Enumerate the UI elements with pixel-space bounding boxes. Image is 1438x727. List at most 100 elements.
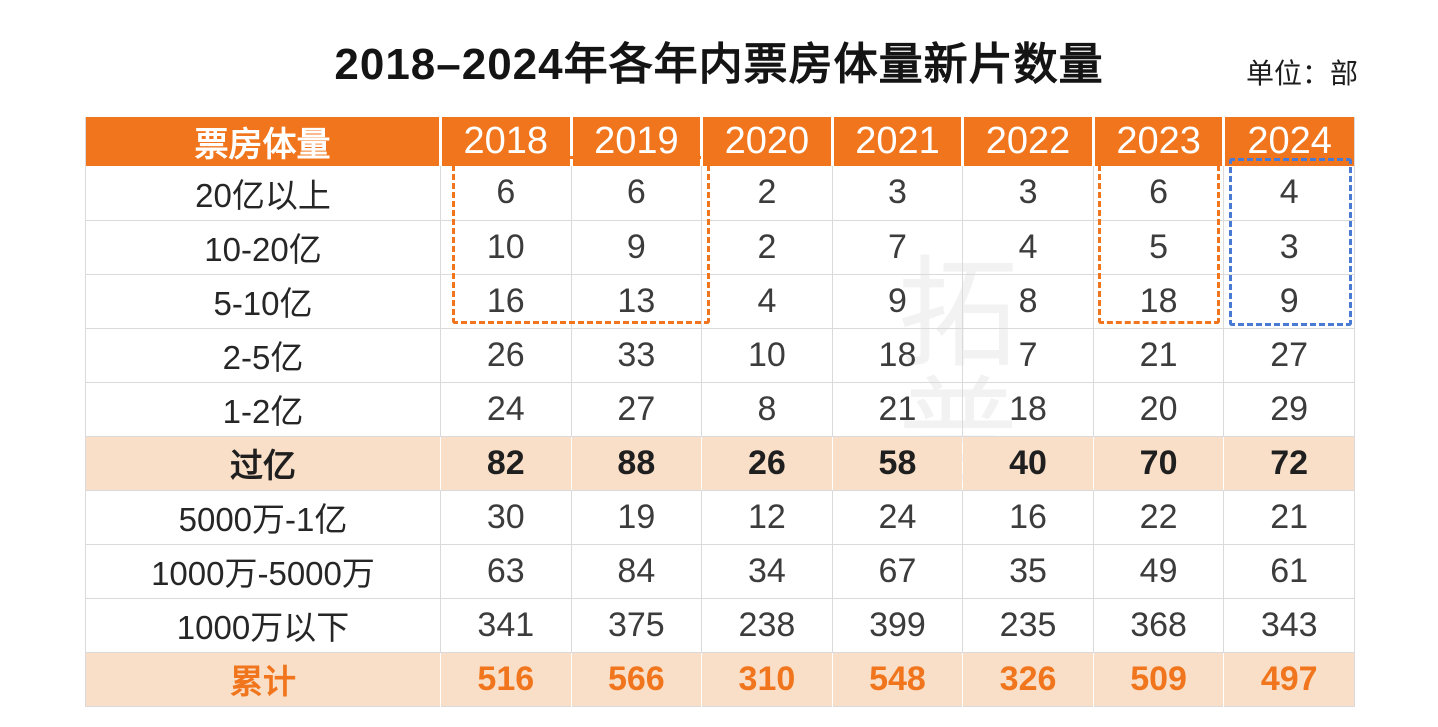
data-cell: 516 — [440, 652, 572, 706]
row-label: 20亿以上 — [85, 166, 441, 221]
data-cell: 8 — [962, 274, 1094, 329]
page-title: 2018–2024年各年内票房体量新片数量 — [334, 40, 1104, 89]
data-cell: 6 — [571, 166, 703, 221]
data-cell: 566 — [571, 652, 702, 706]
table-row: 10-20亿 10 9 2 7 4 5 3 — [85, 220, 1355, 275]
data-cell: 6 — [1093, 166, 1225, 221]
data-cell: 27 — [571, 382, 703, 437]
data-cell: 3 — [1223, 220, 1355, 275]
data-cell: 24 — [440, 382, 572, 437]
data-cell: 18 — [832, 328, 964, 383]
data-cell: 326 — [962, 652, 1094, 706]
data-cell: 24 — [832, 490, 964, 545]
data-cell: 7 — [832, 220, 964, 275]
data-cell: 26 — [440, 328, 572, 383]
data-cell: 548 — [832, 652, 963, 706]
table-row: 累计 516 566 310 548 326 509 497 — [85, 652, 1355, 706]
data-cell: 343 — [1223, 598, 1355, 653]
data-cell: 235 — [962, 598, 1094, 653]
row-label: 1000万-5000万 — [85, 544, 441, 599]
data-cell: 63 — [440, 544, 572, 599]
row-label: 1000万以下 — [85, 598, 441, 653]
data-cell: 21 — [1093, 328, 1225, 383]
data-cell: 12 — [701, 490, 833, 545]
row-label: 1-2亿 — [85, 382, 441, 437]
row-label: 过亿 — [85, 436, 441, 491]
data-cell: 368 — [1093, 598, 1225, 653]
data-cell: 8 — [701, 382, 833, 437]
data-cell: 9 — [1223, 274, 1355, 329]
table-row: 过亿 82 88 26 58 40 70 72 — [85, 436, 1355, 491]
data-cell: 3 — [962, 166, 1094, 221]
table-row: 5-10亿 16 13 4 9 8 18 9 — [85, 274, 1355, 329]
data-cell: 49 — [1093, 544, 1225, 599]
data-cell: 4 — [701, 274, 833, 329]
data-cell: 399 — [832, 598, 964, 653]
data-cell: 4 — [962, 220, 1094, 275]
data-cell: 84 — [571, 544, 703, 599]
data-cell: 238 — [701, 598, 833, 653]
table-row: 5000万-1亿 30 19 12 24 16 22 21 — [85, 490, 1355, 545]
data-cell: 26 — [701, 436, 833, 491]
data-cell: 375 — [571, 598, 703, 653]
table-header-row: 票房体量 2018 2019 2020 2021 2022 2023 2024 — [85, 117, 1355, 166]
header-cell-year-2021: 2021 — [830, 117, 963, 166]
data-cell: 4 — [1223, 166, 1355, 221]
header-cell-year-2023: 2023 — [1091, 117, 1224, 166]
table-row: 1000万-5000万 63 84 34 67 35 49 61 — [85, 544, 1355, 599]
header-cell-year-2020: 2020 — [700, 117, 833, 166]
table-body: 20亿以上 6 6 2 3 3 6 4 10-20亿 10 9 2 7 4 5 3 5-10亿 16 13 4 9 8 18… — [85, 166, 1355, 706]
data-cell: 2 — [701, 166, 833, 221]
data-cell: 70 — [1093, 436, 1224, 491]
header-cell-corner: 票房体量 — [85, 117, 441, 166]
data-cell: 18 — [962, 382, 1094, 437]
data-cell: 10 — [440, 220, 572, 275]
data-cell: 9 — [832, 274, 964, 329]
data-cell: 9 — [571, 220, 703, 275]
row-label: 2-5亿 — [85, 328, 441, 383]
data-cell: 2 — [701, 220, 833, 275]
row-label: 10-20亿 — [85, 220, 441, 275]
data-cell: 22 — [1093, 490, 1225, 545]
data-cell: 30 — [440, 490, 572, 545]
data-cell: 29 — [1223, 382, 1355, 437]
row-label: 累计 — [85, 652, 441, 706]
data-cell: 61 — [1223, 544, 1355, 599]
header-cell-year-2019: 2019 — [569, 117, 702, 166]
data-cell: 5 — [1093, 220, 1225, 275]
data-cell: 18 — [1093, 274, 1225, 329]
header-cell-year-2018: 2018 — [439, 117, 572, 166]
data-cell: 10 — [701, 328, 833, 383]
data-cell: 16 — [440, 274, 572, 329]
table-row: 1000万以下 341 375 238 399 235 368 343 — [85, 598, 1355, 653]
header-cell-year-2022: 2022 — [961, 117, 1094, 166]
row-label: 5000万-1亿 — [85, 490, 441, 545]
data-cell: 88 — [571, 436, 702, 491]
header-cell-year-2024: 2024 — [1222, 117, 1355, 166]
data-cell: 21 — [832, 382, 964, 437]
data-cell: 6 — [440, 166, 572, 221]
data-cell: 21 — [1223, 490, 1355, 545]
row-label: 5-10亿 — [85, 274, 441, 329]
data-cell: 40 — [962, 436, 1094, 491]
table-row: 1-2亿 24 27 8 21 18 20 29 — [85, 382, 1355, 437]
data-cell: 58 — [832, 436, 963, 491]
data-cell: 497 — [1223, 652, 1355, 706]
data-cell: 19 — [571, 490, 703, 545]
data-cell: 310 — [701, 652, 833, 706]
data-cell: 7 — [962, 328, 1094, 383]
data-cell: 509 — [1093, 652, 1224, 706]
data-cell: 34 — [701, 544, 833, 599]
data-cell: 35 — [962, 544, 1094, 599]
data-cell: 82 — [440, 436, 572, 491]
data-cell: 33 — [571, 328, 703, 383]
data-cell: 16 — [962, 490, 1094, 545]
data-cell: 3 — [832, 166, 964, 221]
title-bar: 2018–2024年各年内票房体量新片数量 — [0, 28, 1438, 92]
data-cell: 72 — [1223, 436, 1355, 491]
table-row: 2-5亿 26 33 10 18 7 21 27 — [85, 328, 1355, 383]
data-cell: 341 — [440, 598, 572, 653]
table-row: 20亿以上 6 6 2 3 3 6 4 — [85, 166, 1355, 221]
box-office-table: 票房体量 2018 2019 2020 2021 2022 2023 2024 20亿以上 6 6… — [85, 117, 1355, 707]
